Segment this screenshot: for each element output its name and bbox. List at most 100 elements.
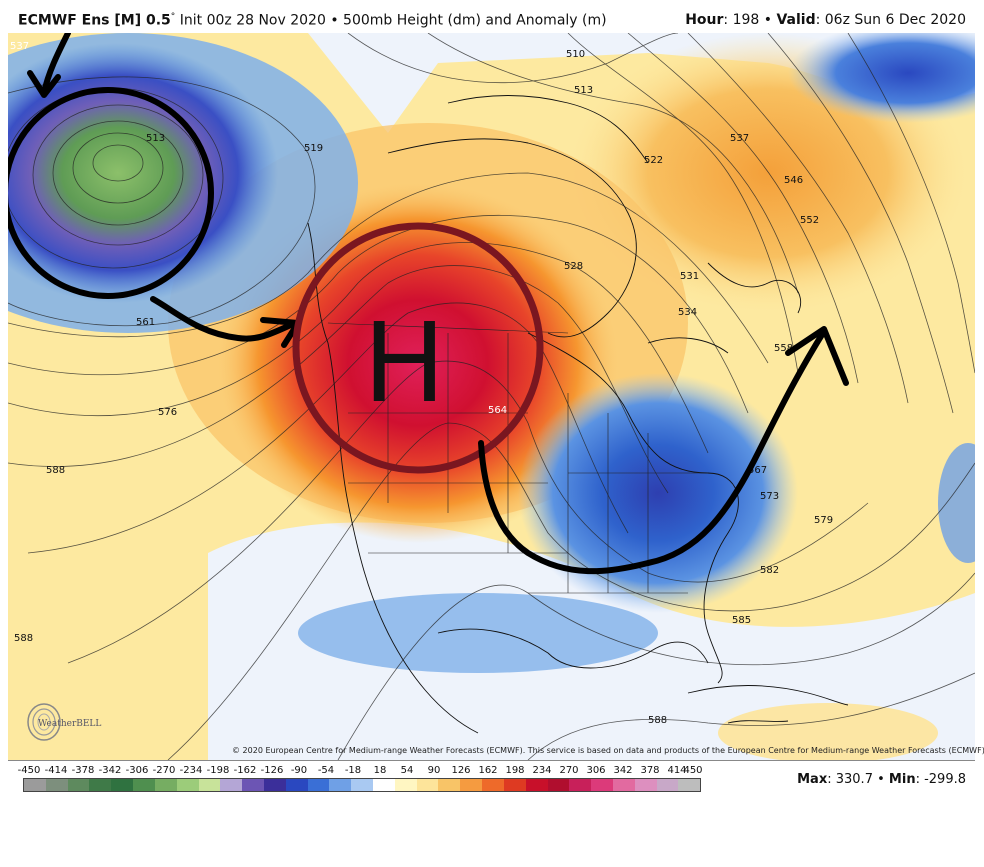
valid-label: Valid (776, 12, 816, 28)
contour-label: 534 (678, 307, 697, 318)
scale-tick: 18 (373, 765, 387, 776)
contour-label: 579 (814, 515, 833, 526)
low-circle-annotation (8, 87, 214, 299)
contour-label: 546 (784, 175, 803, 186)
scale-tick: -90 (290, 765, 308, 776)
max-label: Max (797, 772, 828, 787)
logo-text: WeatherBELL (38, 719, 101, 729)
contour-label: 588 (648, 715, 667, 726)
scale-swatch (591, 779, 613, 791)
arrow-trough (478, 326, 849, 575)
contour-label: 513 (574, 85, 593, 96)
contour-label: 513 (146, 133, 165, 144)
scale-swatch (67, 779, 90, 791)
color-scale-bar (23, 778, 701, 792)
scale-ticks: -450 -414 -378 -342 -306 -270 -234 -198 … (10, 765, 710, 779)
scale-tick: -198 (206, 765, 230, 776)
contour-label: 522 (644, 155, 663, 166)
contour-label: 561 (136, 317, 155, 328)
scale-tick: 126 (451, 765, 471, 776)
scale-tick: -162 (233, 765, 257, 776)
scale-swatch (263, 779, 286, 791)
negative-anomaly-northeast (788, 33, 975, 123)
contour-label: 519 (304, 143, 323, 154)
high-circle-annotation (292, 222, 544, 474)
contour-label: 582 (760, 565, 779, 576)
scale-tick: -270 (152, 765, 176, 776)
scale-tick: -342 (98, 765, 122, 776)
scale-swatch (285, 779, 308, 791)
contour-label: 537 (730, 133, 749, 144)
valid-value: : 06z Sun 6 Dec 2020 (815, 12, 966, 28)
scale-swatch (460, 779, 483, 791)
contour-label: 576 (158, 407, 177, 418)
hour-label: Hour (685, 12, 724, 28)
negative-anomaly-atlantic (938, 443, 975, 563)
arrow-into-low (27, 33, 71, 98)
contour-label: 564 (488, 405, 507, 416)
scale-tick: 54 (400, 765, 414, 776)
bullet-1: • (330, 12, 339, 29)
positive-anomaly-caribbean (718, 703, 938, 760)
scale-swatch (634, 779, 657, 791)
scale-tick: -414 (44, 765, 68, 776)
contour-label: 573 (760, 491, 779, 502)
scale-swatch (198, 779, 221, 791)
scale-tick: -18 (344, 765, 362, 776)
scale-swatch (547, 779, 570, 791)
header: ECMWF Ens [M] 0.5° Init 00z 28 Nov 2020 … (0, 0, 984, 33)
scale-swatch (656, 779, 679, 791)
valid-time: Hour: 198 • Valid: 06z Sun 6 Dec 2020 (685, 12, 966, 28)
scale-swatch (416, 779, 439, 791)
scale-tick: 414 (667, 765, 687, 776)
scale-swatch (154, 779, 177, 791)
scale-swatch (242, 779, 264, 791)
bullet-2: • (763, 12, 773, 28)
contour-label: 558 (774, 343, 793, 354)
max-min-readout: Max: 330.7 • Min: -299.8 (797, 772, 966, 787)
scale-swatch (482, 779, 504, 791)
scale-swatch (307, 779, 330, 791)
scale-tick: 450 (683, 765, 703, 776)
min-label: Min (888, 772, 916, 787)
contour-label: 588 (46, 465, 65, 476)
scale-swatch (89, 779, 112, 791)
borders (327, 322, 708, 594)
scale-tick: -450 (17, 765, 41, 776)
divider (8, 760, 975, 761)
scale-tick: 162 (478, 765, 498, 776)
scale-tick: 90 (427, 765, 441, 776)
product-name: 500mb Height (dm) and Anomaly (m) (343, 12, 607, 29)
scale-tick: -306 (125, 765, 149, 776)
contour-label: 585 (732, 615, 751, 626)
high-label: H (363, 299, 446, 427)
scale-swatch (111, 779, 134, 791)
scale-swatch (678, 779, 701, 791)
scale-swatch (438, 779, 461, 791)
scale-tick: -54 (317, 765, 335, 776)
contour-label: 510 (566, 49, 585, 60)
scale-swatch (394, 779, 417, 791)
contour-labels: 513 519 510 513 522 537 546 552 528 531 … (10, 41, 833, 726)
contour-label: 537 (10, 41, 29, 52)
min-value: : -299.8 (915, 772, 966, 787)
scale-swatch (351, 779, 373, 791)
negative-anomaly-gulf (298, 593, 658, 673)
copyright-notice: © 2020 European Centre for Medium-range … (232, 746, 984, 755)
scale-tick: 342 (613, 765, 633, 776)
bullet-3: • (877, 772, 885, 787)
scale-swatch (329, 779, 352, 791)
contour-label: 531 (680, 271, 699, 282)
scale-swatch (24, 779, 46, 791)
contour-label: 567 (748, 465, 767, 476)
scale-swatch (220, 779, 243, 791)
contour-label: 552 (800, 215, 819, 226)
contour-label: 528 (564, 261, 583, 272)
negative-anomaly-east-trough (518, 373, 798, 613)
contour-label: 588 (14, 633, 33, 644)
title: ECMWF Ens [M] 0.5° Init 00z 28 Nov 2020 … (18, 12, 607, 29)
degree-mark: ° (170, 12, 176, 22)
height-contours (8, 33, 975, 760)
scale-swatch (373, 779, 395, 791)
scale-swatch (612, 779, 635, 791)
